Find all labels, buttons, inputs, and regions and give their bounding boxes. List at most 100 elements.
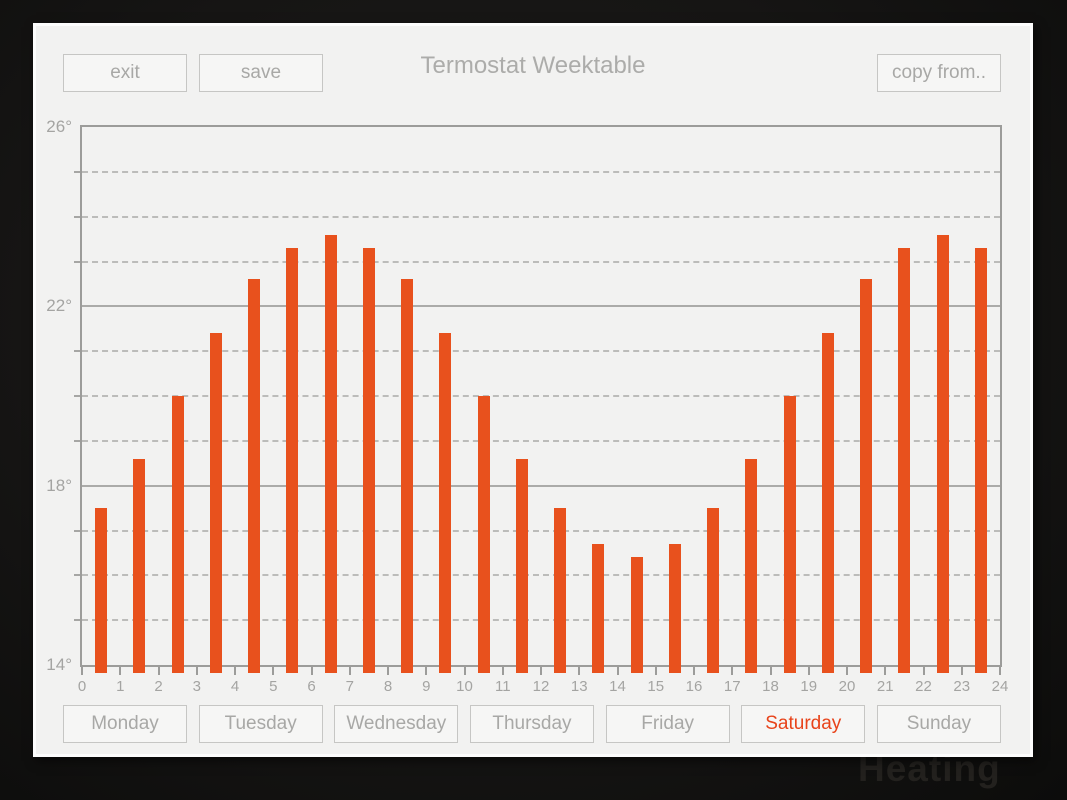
- bar-hour-2[interactable]: [171, 396, 184, 673]
- gridline-dashed-16: [82, 574, 1000, 577]
- bar-hour-23[interactable]: [974, 248, 987, 673]
- bar-hour-11[interactable]: [515, 458, 528, 673]
- gridline-dashed-17: [82, 529, 1000, 532]
- thermostat-weektable-panel: exit save Termostat Weektable copy from.…: [33, 23, 1033, 757]
- x-axis-tick-22: [922, 667, 925, 675]
- day-button-row: Monday Tuesday Wednesday Thursday Friday…: [63, 705, 1001, 743]
- x-axis-label-11: 11: [494, 678, 511, 695]
- day-button-tuesday[interactable]: Tuesday: [198, 705, 323, 743]
- bar-hour-15[interactable]: [668, 543, 681, 673]
- page-title: Termostat Weektable: [420, 52, 646, 79]
- bar-hour-1[interactable]: [133, 458, 146, 673]
- x-axis-tick-4: [234, 667, 236, 675]
- bar-hour-9[interactable]: [439, 333, 452, 673]
- gridline-solid-18: [82, 484, 1000, 487]
- x-axis-tick-7: [348, 667, 351, 675]
- bar-hour-0[interactable]: [95, 508, 108, 673]
- x-axis-label-13: 13: [570, 678, 588, 695]
- x-axis-label-18: 18: [762, 678, 779, 695]
- x-axis-tick-0: [81, 667, 83, 675]
- x-axis-tick-6: [310, 667, 313, 675]
- x-axis-tick-21: [884, 667, 887, 675]
- x-axis-label-8: 8: [383, 678, 393, 695]
- x-axis-label-19: 19: [800, 678, 818, 695]
- y-axis-label-26: 26°: [46, 117, 72, 136]
- day-button-thursday[interactable]: Thursday: [469, 705, 594, 743]
- bar-hour-14[interactable]: [630, 557, 643, 673]
- day-button-sunday[interactable]: Sunday: [876, 705, 1001, 743]
- copy-from-button[interactable]: copy from..: [877, 54, 1001, 92]
- bar-hour-19[interactable]: [821, 333, 834, 673]
- gridline-solid-22: [82, 305, 1000, 308]
- bar-hour-6[interactable]: [324, 234, 337, 673]
- y-axis-minor-tick-23: [74, 260, 80, 263]
- x-axis-label-6: 6: [307, 678, 316, 695]
- y-axis-minor-tick-17: [74, 529, 80, 532]
- day-button-monday[interactable]: Monday: [63, 705, 187, 743]
- bar-hour-18[interactable]: [783, 396, 796, 673]
- x-axis-label-22: 22: [915, 678, 932, 695]
- x-axis-tick-11: [501, 667, 504, 675]
- x-axis-label-23: 23: [953, 678, 971, 695]
- x-axis-tick-14: [616, 667, 619, 675]
- gridline-dashed-19: [82, 439, 1000, 442]
- y-axis-minor-tick-24: [74, 215, 80, 218]
- day-button-friday[interactable]: Friday: [605, 705, 730, 743]
- y-axis-minor-tick-21: [74, 350, 80, 353]
- x-axis-label-4: 4: [230, 678, 240, 695]
- bar-hour-10[interactable]: [477, 396, 490, 673]
- y-axis-minor-tick-20: [74, 395, 80, 397]
- x-axis-label-17: 17: [723, 678, 741, 695]
- x-axis-tick-5: [272, 667, 275, 675]
- bar-hour-21[interactable]: [898, 248, 911, 673]
- gridline-dashed-25: [82, 170, 1000, 173]
- y-axis-minor-tick-25: [74, 170, 80, 173]
- x-axis-tick-20: [846, 667, 848, 675]
- x-axis-label-7: 7: [345, 678, 354, 695]
- x-axis-tick-10: [463, 667, 466, 675]
- x-axis-tick-23: [960, 667, 963, 675]
- day-button-saturday[interactable]: Saturday: [741, 705, 866, 743]
- bar-hour-20[interactable]: [860, 279, 873, 673]
- x-axis-tick-3: [195, 667, 198, 675]
- y-axis-minor-tick-15: [74, 619, 80, 622]
- save-button[interactable]: save: [199, 54, 323, 92]
- bar-hour-13[interactable]: [592, 543, 605, 673]
- x-axis-tick-12: [540, 667, 542, 675]
- x-axis-label-12: 12: [532, 678, 550, 695]
- x-axis-label-5: 5: [269, 678, 278, 695]
- x-axis-label-0: 0: [77, 678, 87, 695]
- gridline-dashed-23: [82, 260, 1000, 263]
- x-axis-tick-13: [578, 667, 581, 675]
- bar-hour-8[interactable]: [401, 279, 414, 673]
- x-axis-tick-16: [693, 667, 695, 675]
- x-axis-tick-17: [731, 667, 734, 675]
- exit-button[interactable]: exit: [63, 54, 187, 92]
- x-axis-label-24: 24: [991, 678, 1009, 695]
- bar-hour-12[interactable]: [554, 508, 567, 673]
- bar-hour-17[interactable]: [745, 458, 758, 673]
- x-axis-label-21: 21: [876, 678, 894, 695]
- x-axis-tick-18: [769, 667, 772, 675]
- gridline-dashed-24: [82, 215, 1000, 218]
- bar-hour-4[interactable]: [248, 279, 261, 673]
- bar-hour-5[interactable]: [286, 248, 299, 673]
- x-axis-label-9: 9: [422, 678, 431, 695]
- bar-hour-3[interactable]: [209, 333, 222, 673]
- y-axis-label-18: 18°: [46, 475, 72, 495]
- x-axis-label-16: 16: [685, 678, 703, 695]
- gridline-dashed-20: [82, 395, 1000, 397]
- y-axis-minor-tick-16: [74, 574, 80, 577]
- x-axis-label-14: 14: [609, 678, 626, 695]
- x-axis-tick-24: [999, 667, 1001, 675]
- y-axis-label-22: 22°: [46, 296, 72, 316]
- x-axis-tick-8: [387, 667, 389, 675]
- x-axis-tick-15: [654, 667, 657, 675]
- bar-hour-16[interactable]: [707, 508, 720, 673]
- bar-hour-22[interactable]: [936, 234, 949, 673]
- day-button-wednesday[interactable]: Wednesday: [334, 705, 459, 743]
- bar-hour-7[interactable]: [362, 248, 375, 673]
- x-axis-label-15: 15: [647, 678, 665, 695]
- x-axis-label-1: 1: [116, 678, 125, 695]
- x-axis-label-2: 2: [154, 678, 163, 695]
